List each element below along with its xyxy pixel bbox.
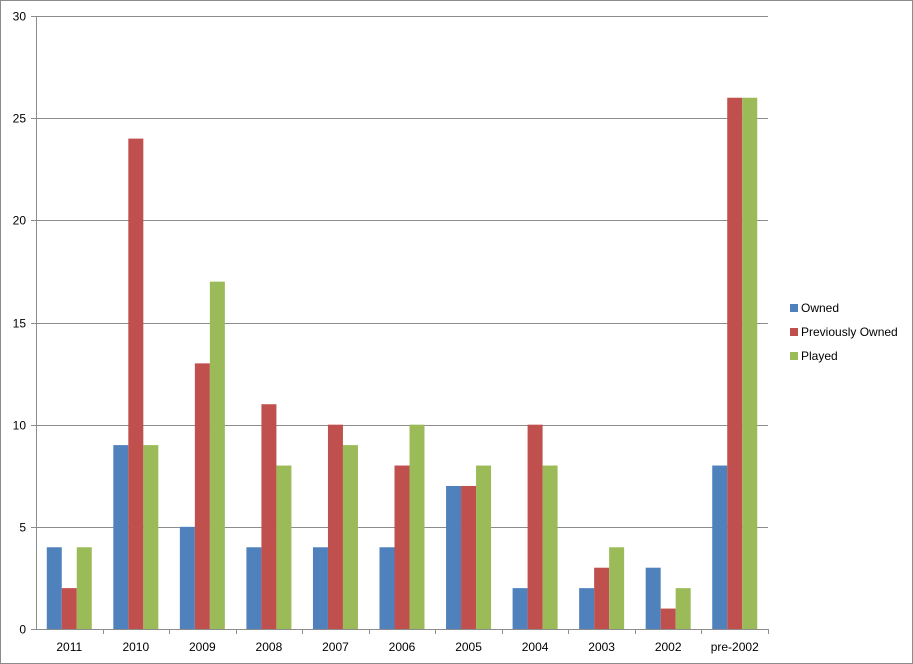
x-tick-label: 2011	[56, 640, 82, 654]
bar-previously-owned-2010	[128, 138, 144, 629]
bar-played-2003	[609, 547, 625, 629]
bar-previously-owned-2011	[61, 588, 77, 629]
x-tick-label: pre-2002	[711, 640, 759, 654]
legend-label: Previously Owned	[801, 325, 898, 339]
y-tick-label: 15	[13, 317, 27, 331]
x-tick-label: 2010	[122, 640, 149, 654]
bar-played-2005	[476, 465, 492, 629]
y-tick-label: 0	[19, 623, 26, 637]
bar-owned-2004	[512, 588, 528, 629]
legend-label: Owned	[801, 301, 839, 315]
bar-owned-2007	[312, 547, 328, 629]
bar-owned-2005	[446, 485, 462, 629]
y-tick-label: 20	[13, 214, 27, 228]
bar-previously-owned-2006	[394, 465, 410, 629]
bar-owned-2002	[645, 567, 661, 629]
bar-previously-owned-2005	[461, 485, 477, 629]
bar-previously-owned-2008	[261, 404, 277, 629]
bar-played-2010	[143, 445, 159, 629]
bar-owned-2006	[379, 547, 395, 629]
bar-owned-2008	[246, 547, 262, 629]
bar-played-pre-2002	[742, 97, 758, 630]
bar-previously-owned-pre-2002	[727, 97, 743, 630]
bar-played-2007	[342, 445, 358, 629]
bars	[46, 97, 758, 630]
bar-played-2009	[209, 281, 225, 629]
x-tick-label: 2004	[522, 640, 549, 654]
bar-owned-2009	[179, 526, 195, 629]
axes	[31, 16, 769, 634]
bar-previously-owned-2009	[194, 363, 210, 629]
y-tick-label: 25	[13, 112, 27, 126]
y-tick-label: 10	[13, 419, 27, 433]
y-tick-label: 5	[19, 521, 26, 535]
bar-previously-owned-2003	[594, 567, 610, 629]
bar-played-2002	[675, 588, 691, 629]
bar-owned-2011	[46, 547, 62, 629]
y-tick-label: 30	[13, 10, 27, 24]
x-tick-label: 2002	[655, 640, 682, 654]
bar-previously-owned-2007	[327, 424, 343, 629]
bar-previously-owned-2002	[660, 608, 676, 629]
bar-owned-pre-2002	[712, 465, 728, 629]
x-tick-label: 2009	[189, 640, 216, 654]
x-tick-label: 2006	[389, 640, 416, 654]
legend-swatch-owned	[790, 304, 798, 312]
bar-played-2006	[409, 424, 425, 629]
tick-labels: 0 5 10 15 20 25 30 2011 2010 2009 2008 2007 2006 2005…	[13, 10, 759, 655]
bar-previously-owned-2004	[527, 424, 543, 629]
bar-owned-2010	[113, 445, 129, 629]
legend-swatch-played	[790, 352, 798, 360]
legend: Owned Previously Owned Played	[790, 301, 898, 363]
bar-played-2008	[276, 465, 292, 629]
bar-played-2004	[542, 465, 558, 629]
x-tick-label: 2007	[322, 640, 349, 654]
bar-owned-2003	[579, 588, 595, 629]
bar-played-2011	[76, 547, 92, 629]
gridlines	[36, 16, 768, 528]
x-tick-label: 2005	[455, 640, 482, 654]
x-tick-label: 2008	[256, 640, 283, 654]
x-tick-label: 2003	[588, 640, 615, 654]
legend-swatch-previously-owned	[790, 328, 798, 336]
legend-label: Played	[801, 349, 838, 363]
